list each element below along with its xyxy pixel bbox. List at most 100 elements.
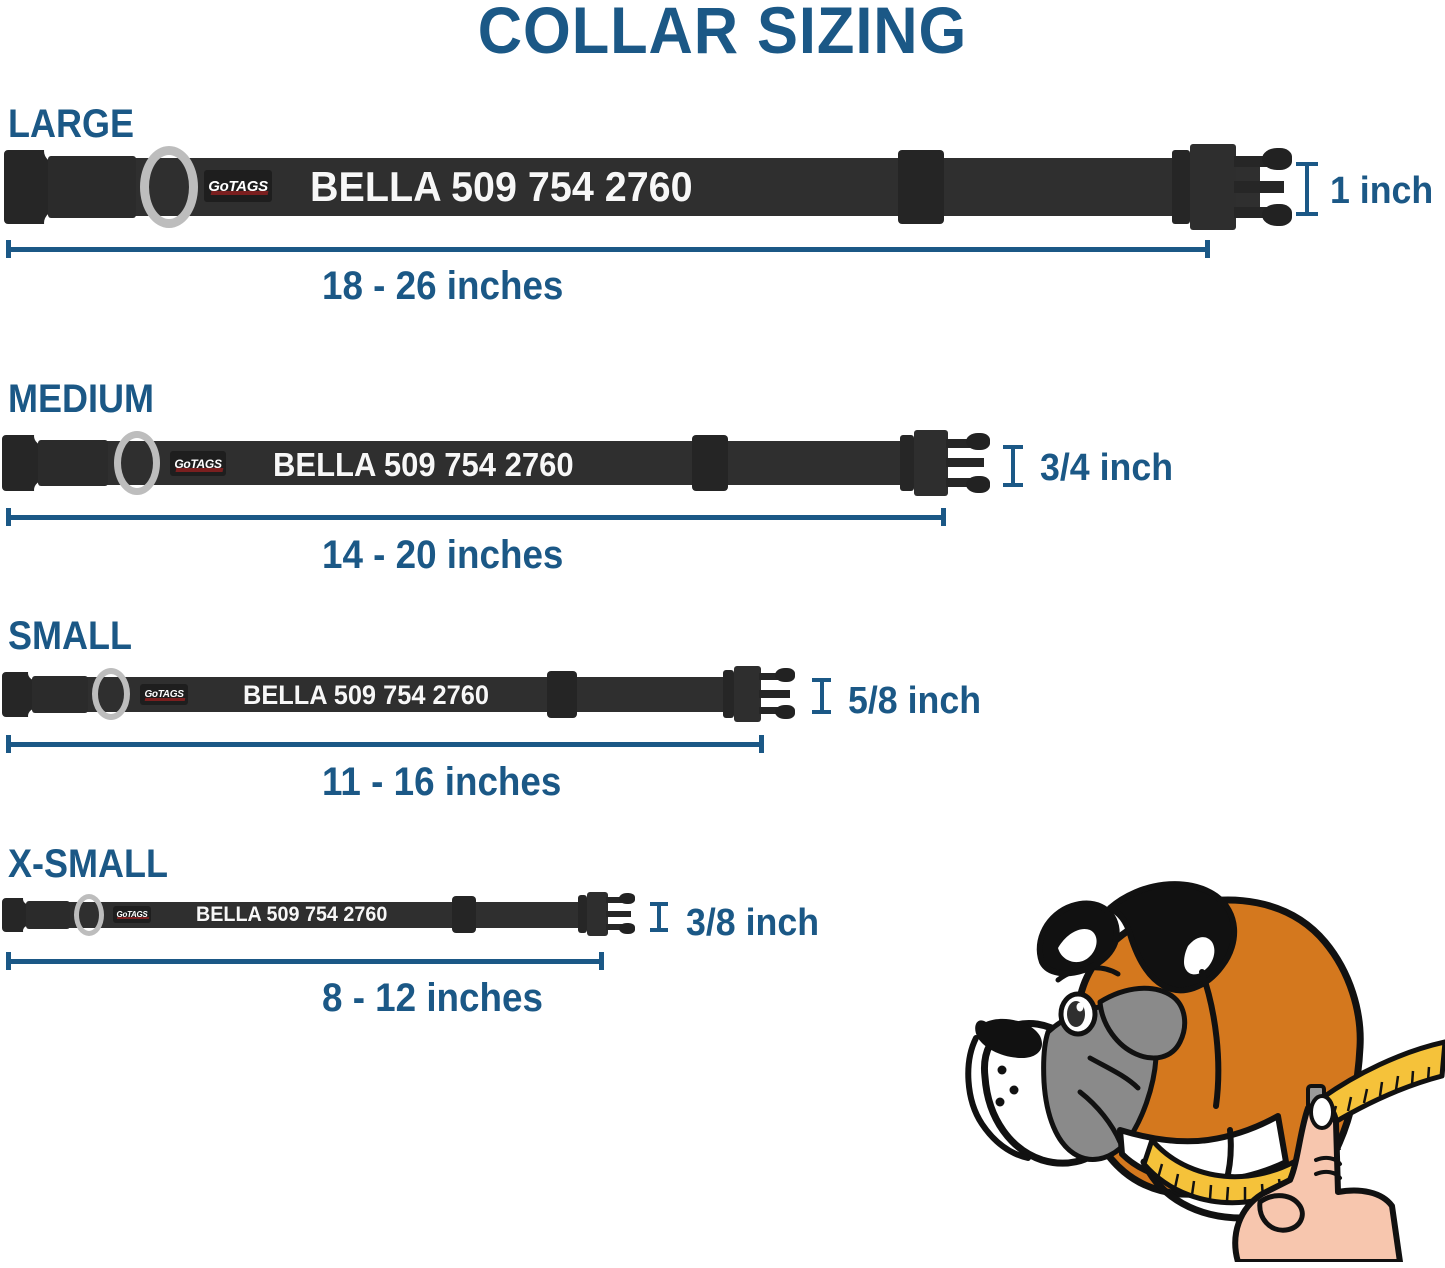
length-tick-right [1205,240,1210,258]
engraved-pet-text: BELLA 509 754 2760 [273,446,574,483]
length-line [6,515,946,520]
buckle-prong-bottom [606,924,623,930]
buckle-prong-top [606,897,623,903]
male-buckle-base [578,895,587,933]
measuring-tape-tail [1319,1039,1445,1133]
size-label-x-small: X-SMALL [8,842,168,886]
width-label-large: 1 inch [1330,170,1434,212]
dog-eye-highlight [1076,1002,1084,1012]
buckle-prong-mid [946,458,984,467]
buckle-prong-bottom [1234,207,1268,218]
slider-keeper [692,435,728,491]
length-bar-x-small [6,952,604,970]
buckle-prong-bottom [946,478,972,487]
d-ring [140,146,198,228]
buckle-prong-tip-bottom [775,705,795,719]
length-line [6,959,604,964]
ibeam-cap-bottom [812,710,831,714]
buckle-prong-mid [759,690,790,698]
male-buckle-base [723,670,734,718]
width-indicator-large [1296,162,1318,216]
length-line [6,742,764,747]
length-label-x-small: 8 - 12 inches [322,976,543,1020]
buckle-prong-mid [1234,181,1284,193]
dog-wrinkle-line [1087,1055,1141,1091]
dog-whisker-dot [995,1097,1005,1107]
dog-face-mask-upper [1097,985,1188,1061]
fingernail [1309,1094,1335,1130]
length-tick-right [599,952,604,970]
dog-far-ear-highlight [1058,928,1097,963]
male-buckle-body [587,892,608,936]
male-buckle-body [734,666,761,722]
length-tick-right [759,735,764,753]
d-ring [74,894,104,936]
d-ring [92,668,130,720]
brand-logo-label: GoTAGS [116,909,148,919]
buckle-prong-tip-bottom [619,923,635,934]
boxer-dog-illustration [930,862,1445,1262]
ibeam-stem [819,678,824,714]
buckle-neck [32,676,88,713]
width-indicator-x-small [650,902,668,932]
length-label-large: 18 - 26 inches [322,264,564,308]
slider-keeper [452,896,476,933]
buckle-neck [26,901,70,929]
dog-whisker-dot [997,1065,1007,1075]
knuckle-crease [1314,1155,1342,1166]
brand-logo-label: GoTAGS [208,177,268,195]
buckle-prong-tip-bottom [1262,204,1292,226]
page-title: COLLAR SIZING [477,0,968,67]
ibeam-stem [1305,162,1309,216]
folded-finger [1257,1193,1305,1233]
brand-logo-patch: GoTAGS [140,684,188,705]
dog-mouth-line [965,1035,1031,1161]
length-bar-small [6,735,764,753]
buckle-neck [38,440,108,486]
brand-logo-patch: GoTAGS [113,906,151,923]
length-bar-medium [6,508,946,526]
knuckle-crease [1314,1169,1342,1180]
ibeam-cap-bottom [650,928,668,932]
buckle-body [4,150,56,224]
buckle-prong-tip-top [1262,148,1292,170]
male-buckle-base [900,435,914,491]
buckle-prong-top [759,673,780,680]
male-buckle-body [914,430,948,496]
buckle-prong-top [946,439,972,448]
buckle-prong-tip-top [775,668,795,682]
length-tick-right [941,508,946,526]
buckle-prong-bottom [759,707,780,714]
size-label-small: SMALL [8,614,132,658]
width-label-x-small: 3/8 inch [686,902,820,944]
d-ring [114,431,160,495]
engraved-pet-text: BELLA 509 754 2760 [243,680,489,710]
ibeam-stem [1011,445,1015,487]
size-label-large: LARGE [8,102,134,146]
brand-logo-label: GoTAGS [144,688,184,700]
slider-keeper [547,671,577,718]
buckle-prong-mid [606,911,631,917]
buckle-prong-tip-bottom [966,476,990,493]
ibeam-stem [657,902,661,932]
buckle-neck [48,156,136,218]
brand-logo-label: GoTAGS [174,456,222,471]
dog-neck-fold [1199,969,1222,1109]
length-line [6,247,1210,252]
brand-logo-patch: GoTAGS [204,170,272,202]
length-label-small: 11 - 16 inches [322,760,562,804]
buckle-prong-tip-top [619,893,635,904]
ibeam-cap-bottom [1003,483,1023,487]
male-buckle-body [1190,144,1236,230]
dog-whisker-dot [1009,1085,1019,1095]
engraved-pet-text: BELLA 509 754 2760 [310,163,693,210]
width-indicator-medium [1003,445,1023,487]
slider-keeper [898,150,944,224]
buckle-prong-tip-top [966,433,990,450]
length-label-medium: 14 - 20 inches [322,533,564,577]
dog-ear-highlight [1184,937,1215,975]
buckle-prong-top [1234,156,1268,167]
ibeam-cap-bottom [1296,212,1318,216]
male-buckle-base [1172,150,1190,224]
